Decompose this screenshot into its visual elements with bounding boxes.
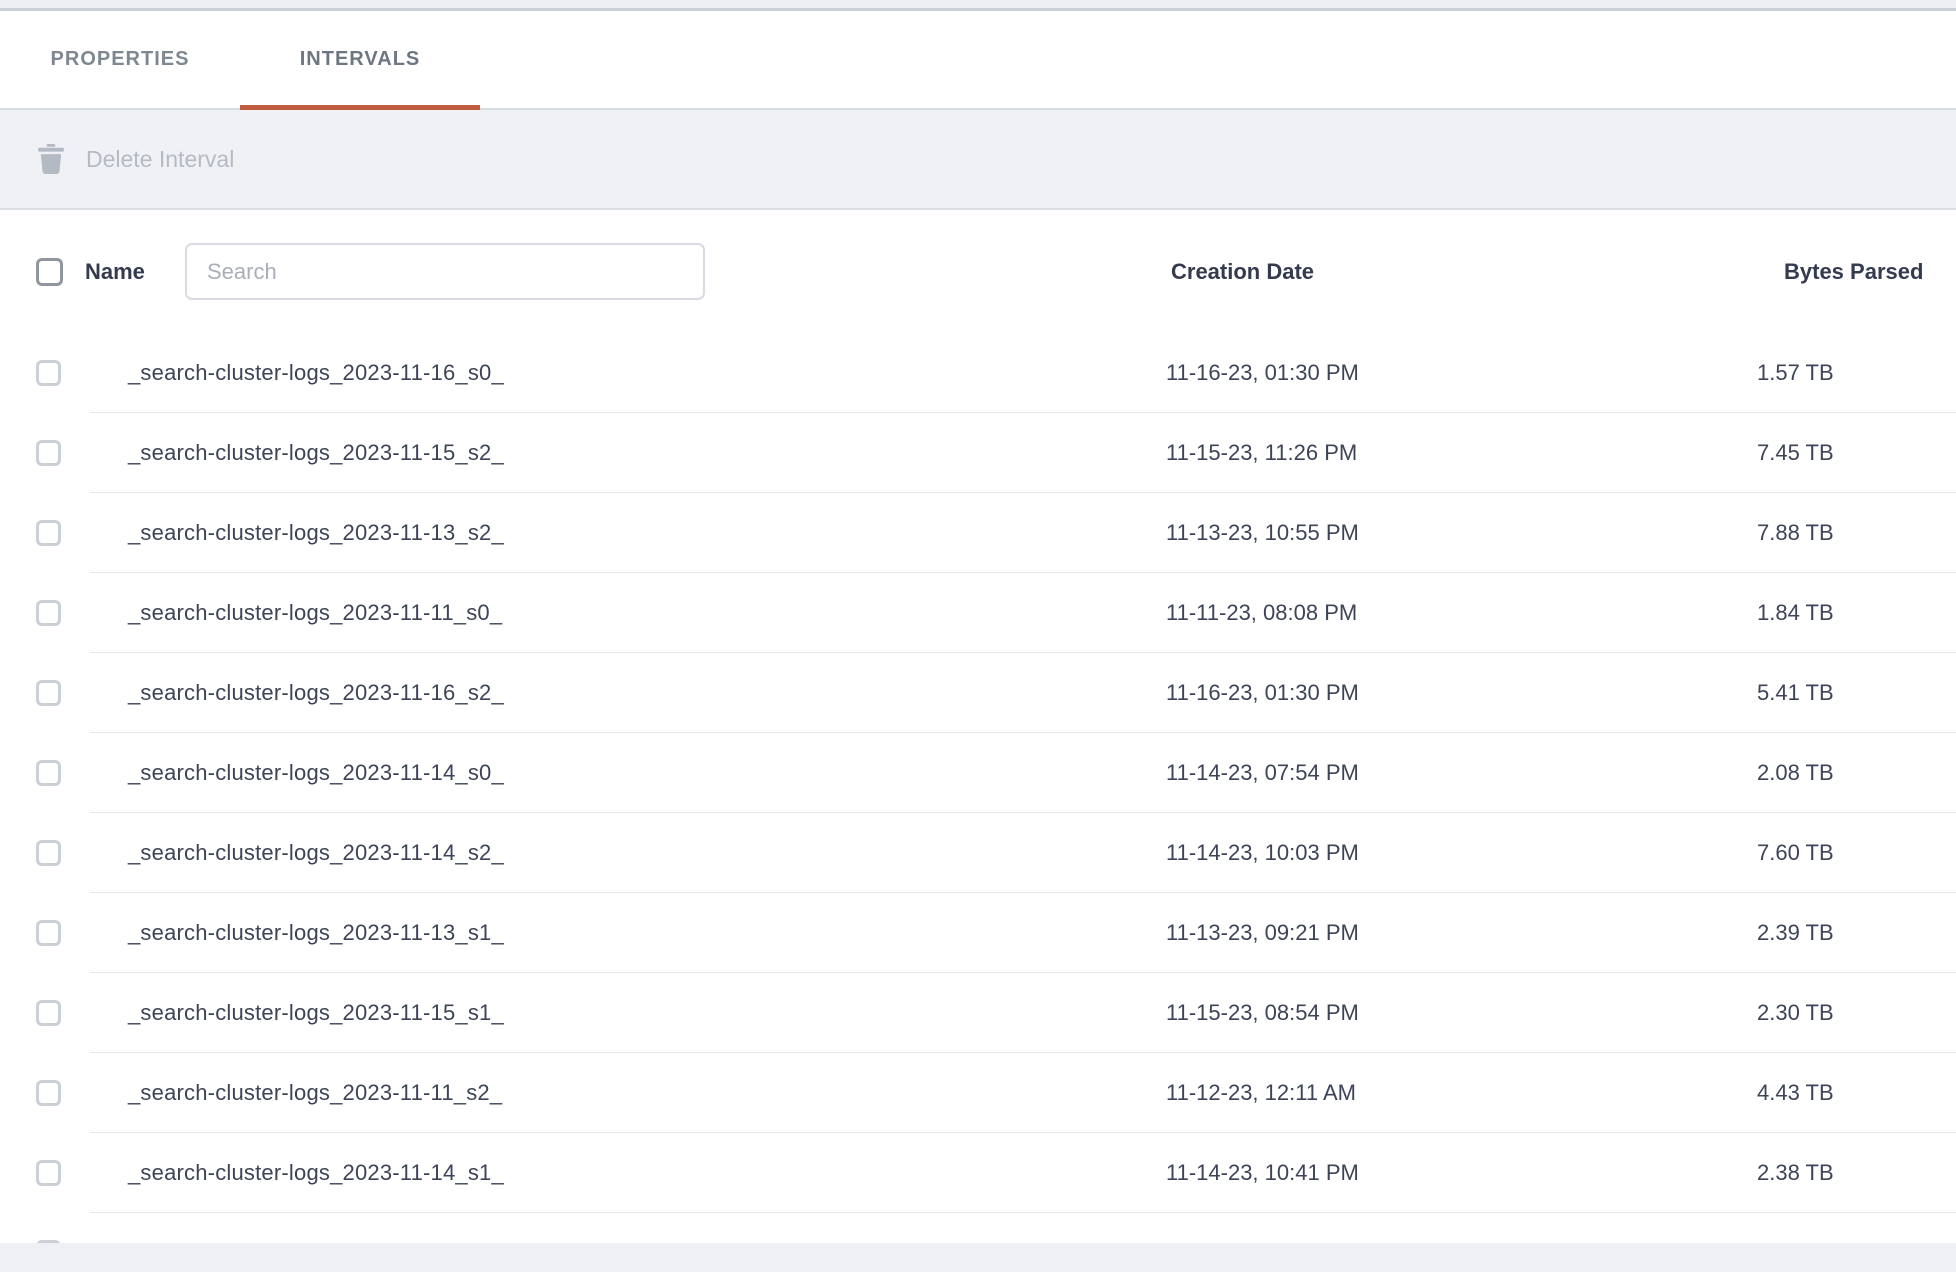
trash-icon bbox=[38, 144, 64, 174]
interval-creation-date: 11-12-23, 12:11 AM bbox=[1166, 1080, 1356, 1105]
select-all-checkbox[interactable] bbox=[36, 257, 63, 286]
table-row[interactable]: _search-cluster-logs_2023-11-16_s0_ 11-1… bbox=[0, 333, 1956, 413]
search-input[interactable] bbox=[185, 243, 705, 300]
row-checkbox[interactable] bbox=[36, 1160, 61, 1186]
bytes-parsed-column-header: Bytes Parsed bbox=[1784, 258, 1924, 284]
table-row[interactable]: _search-cluster-logs_2023-11-13_s2_ 11-1… bbox=[0, 493, 1956, 573]
table-row[interactable]: _search-cluster-logs_2023-11-13_s1_ 11-1… bbox=[0, 893, 1956, 973]
interval-creation-date: 11-14-23, 07:54 PM bbox=[1166, 760, 1359, 785]
interval-creation-date: 11-15-23, 08:54 PM bbox=[1166, 1000, 1359, 1025]
table-header: Name Creation Date Bytes Parsed bbox=[0, 210, 1956, 335]
interval-rows: _search-cluster-logs_2023-11-16_s0_ 11-1… bbox=[0, 333, 1956, 1272]
interval-bytes-parsed: 2.38 TB bbox=[1757, 1160, 1834, 1185]
row-checkbox[interactable] bbox=[36, 920, 61, 946]
interval-bytes-parsed: 7.88 TB bbox=[1757, 520, 1834, 545]
table-row[interactable]: _search-cluster-logs_2023-11-11_s2_ 11-1… bbox=[0, 1053, 1956, 1133]
tab-properties[interactable]: PROPERTIES bbox=[0, 11, 240, 108]
interval-name: _search-cluster-logs_2023-11-14_s2_ bbox=[128, 840, 504, 865]
interval-name: _search-cluster-logs_2023-11-16_s2_ bbox=[128, 680, 504, 705]
intervals-toolbar: Delete Interval bbox=[0, 110, 1956, 210]
bottom-bar bbox=[0, 1243, 1956, 1272]
row-checkbox[interactable] bbox=[36, 760, 61, 786]
interval-bytes-parsed: 4.43 TB bbox=[1757, 1080, 1834, 1105]
table-row[interactable]: _search-cluster-logs_2023-11-14_s2_ 11-1… bbox=[0, 813, 1956, 893]
scrolled-content-edge bbox=[0, 0, 1956, 11]
interval-creation-date: 11-14-23, 10:41 PM bbox=[1166, 1160, 1359, 1185]
table-row[interactable]: _search-cluster-logs_2023-11-15_s2_ 11-1… bbox=[0, 413, 1956, 493]
interval-bytes-parsed: 7.60 TB bbox=[1757, 840, 1834, 865]
interval-name: _search-cluster-logs_2023-11-14_s1_ bbox=[128, 1160, 504, 1185]
row-checkbox[interactable] bbox=[36, 680, 61, 706]
interval-bytes-parsed: 2.08 TB bbox=[1757, 760, 1834, 785]
interval-creation-date: 11-13-23, 10:55 PM bbox=[1166, 520, 1359, 545]
row-checkbox[interactable] bbox=[36, 840, 61, 866]
active-tab-underline bbox=[240, 105, 480, 110]
interval-name: _search-cluster-logs_2023-11-14_s0_ bbox=[128, 760, 504, 785]
row-checkbox[interactable] bbox=[36, 600, 61, 626]
interval-name: _search-cluster-logs_2023-11-15_s1_ bbox=[128, 1000, 504, 1025]
table-row[interactable]: _search-cluster-logs_2023-11-14_s1_ 11-1… bbox=[0, 1133, 1956, 1213]
table-row[interactable]: _search-cluster-logs_2023-11-15_s1_ 11-1… bbox=[0, 973, 1956, 1053]
row-checkbox[interactable] bbox=[36, 1000, 61, 1026]
interval-name: _search-cluster-logs_2023-11-15_s2_ bbox=[128, 440, 504, 465]
table-row[interactable]: _search-cluster-logs_2023-11-14_s0_ 11-1… bbox=[0, 733, 1956, 813]
interval-creation-date: 11-13-23, 09:21 PM bbox=[1166, 920, 1359, 945]
interval-bytes-parsed: 1.57 TB bbox=[1757, 360, 1834, 385]
interval-bytes-parsed: 1.84 TB bbox=[1757, 600, 1834, 625]
interval-creation-date: 11-11-23, 08:08 PM bbox=[1166, 600, 1358, 625]
tab-intervals-label: INTERVALS bbox=[299, 48, 421, 70]
interval-bytes-parsed: 2.39 TB bbox=[1757, 920, 1834, 945]
interval-name: _search-cluster-logs_2023-11-13_s2_ bbox=[128, 520, 504, 545]
row-checkbox[interactable] bbox=[36, 520, 61, 546]
tab-intervals[interactable]: INTERVALS bbox=[240, 11, 480, 110]
tab-properties-label: PROPERTIES bbox=[50, 48, 190, 70]
row-checkbox[interactable] bbox=[36, 360, 61, 386]
interval-name: _search-cluster-logs_2023-11-16_s0_ bbox=[128, 360, 504, 385]
interval-name: _search-cluster-logs_2023-11-11_s2_ bbox=[128, 1080, 503, 1105]
tab-bar: PROPERTIES INTERVALS bbox=[0, 11, 1956, 110]
interval-name: _search-cluster-logs_2023-11-11_s0_ bbox=[128, 600, 503, 625]
interval-name: _search-cluster-logs_2023-11-13_s1_ bbox=[128, 920, 504, 945]
interval-creation-date: 11-16-23, 01:30 PM bbox=[1166, 680, 1359, 705]
table-row[interactable]: _search-cluster-logs_2023-11-16_s2_ 11-1… bbox=[0, 653, 1956, 733]
interval-creation-date: 11-15-23, 11:26 PM bbox=[1166, 440, 1358, 465]
interval-creation-date: 11-16-23, 01:30 PM bbox=[1166, 360, 1359, 385]
creation-date-column-header: Creation Date bbox=[1171, 258, 1315, 284]
name-column-header: Name bbox=[85, 258, 145, 284]
row-checkbox[interactable] bbox=[36, 1080, 61, 1106]
table-row[interactable]: _search-cluster-logs_2023-11-11_s0_ 11-1… bbox=[0, 573, 1956, 653]
interval-bytes-parsed: 5.41 TB bbox=[1757, 680, 1834, 705]
interval-bytes-parsed: 7.45 TB bbox=[1757, 440, 1834, 465]
interval-bytes-parsed: 2.30 TB bbox=[1757, 1000, 1834, 1025]
delete-interval-button[interactable]: Delete Interval bbox=[86, 145, 235, 172]
interval-creation-date: 11-14-23, 10:03 PM bbox=[1166, 840, 1359, 865]
row-checkbox[interactable] bbox=[36, 440, 61, 466]
